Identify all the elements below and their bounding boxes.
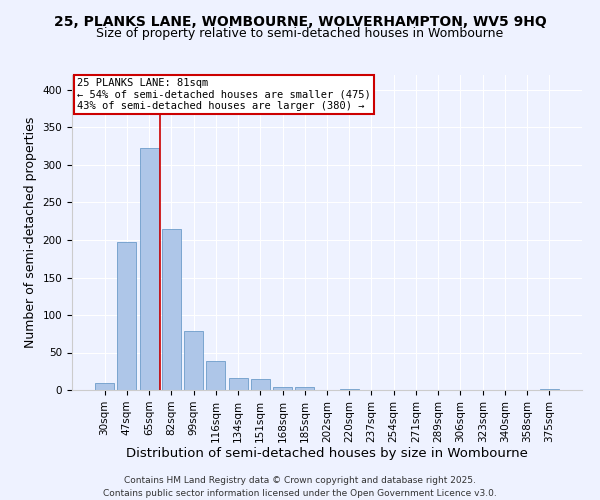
Text: 25 PLANKS LANE: 81sqm
← 54% of semi-detached houses are smaller (475)
43% of sem: 25 PLANKS LANE: 81sqm ← 54% of semi-deta… — [77, 78, 371, 112]
Text: Contains HM Land Registry data © Crown copyright and database right 2025.
Contai: Contains HM Land Registry data © Crown c… — [103, 476, 497, 498]
Bar — [118, 242, 136, 390]
Bar — [184, 331, 203, 390]
Y-axis label: Number of semi-detached properties: Number of semi-detached properties — [24, 117, 37, 348]
Bar — [273, 387, 292, 390]
Text: Size of property relative to semi-detached houses in Wombourne: Size of property relative to semi-detach… — [97, 28, 503, 40]
Bar — [95, 382, 114, 390]
Bar — [229, 378, 248, 390]
Bar — [295, 387, 314, 390]
Bar — [540, 388, 559, 390]
Bar — [162, 230, 181, 390]
Bar — [251, 379, 270, 390]
Bar — [340, 388, 359, 390]
Text: 25, PLANKS LANE, WOMBOURNE, WOLVERHAMPTON, WV5 9HQ: 25, PLANKS LANE, WOMBOURNE, WOLVERHAMPTO… — [53, 15, 547, 29]
Bar — [206, 361, 225, 390]
Bar — [140, 148, 158, 390]
X-axis label: Distribution of semi-detached houses by size in Wombourne: Distribution of semi-detached houses by … — [126, 448, 528, 460]
